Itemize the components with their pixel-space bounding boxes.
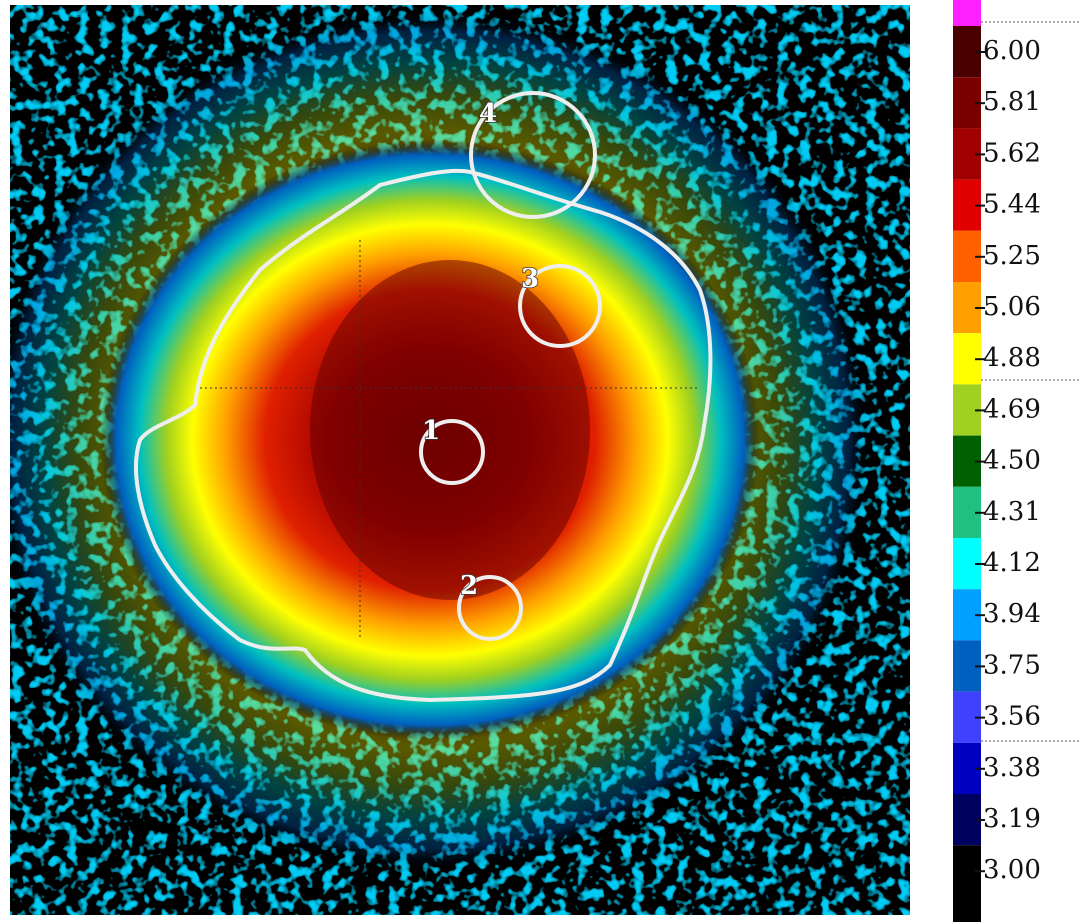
colorbar-tick-label: 4.69 bbox=[983, 394, 1041, 424]
colorbar-tick-label: 4.50 bbox=[983, 446, 1041, 476]
colorbar-band bbox=[953, 0, 981, 26]
region-label: 2 bbox=[460, 571, 478, 601]
colorbar-tick-label: 5.81 bbox=[983, 87, 1041, 117]
colorbar-tick-label: 5.62 bbox=[983, 138, 1041, 168]
colorbar-tick-label: 5.06 bbox=[983, 292, 1041, 322]
colorbar-tick-label: 3.00 bbox=[983, 855, 1041, 885]
region-label: 4 bbox=[479, 99, 497, 129]
colorbar-tick-label: 3.19 bbox=[983, 804, 1041, 834]
colorbar-tick-label: 5.25 bbox=[983, 241, 1041, 271]
colorbar-tick-label: 6.00 bbox=[983, 36, 1041, 66]
colorbar-tick-label: 3.75 bbox=[983, 650, 1041, 680]
figure: 1 2 3 4 6.00 5.81 5.62 5.44 5.25 5.06 4.88 4.69… bbox=[0, 0, 1081, 922]
colorbar: 6.00 5.81 5.62 5.44 5.25 5.06 4.88 4.69 4.50 4.31… bbox=[953, 0, 1081, 922]
region-label: 3 bbox=[521, 264, 539, 294]
colorbar-tick-label: 4.31 bbox=[983, 497, 1041, 527]
map-image: 1 2 3 4 bbox=[0, 5, 910, 915]
colorbar-tick-label: 5.44 bbox=[983, 190, 1041, 220]
colorbar-tick-label: 3.56 bbox=[983, 702, 1041, 732]
colorbar-tick-label: 3.94 bbox=[983, 599, 1041, 629]
colorbar-band bbox=[953, 845, 981, 922]
region-label: 1 bbox=[422, 416, 440, 446]
colorbar-tick-label: 4.88 bbox=[983, 343, 1041, 373]
colorbar-tick-label: 3.38 bbox=[983, 753, 1041, 783]
colorbar-tick-label: 4.12 bbox=[983, 548, 1041, 578]
